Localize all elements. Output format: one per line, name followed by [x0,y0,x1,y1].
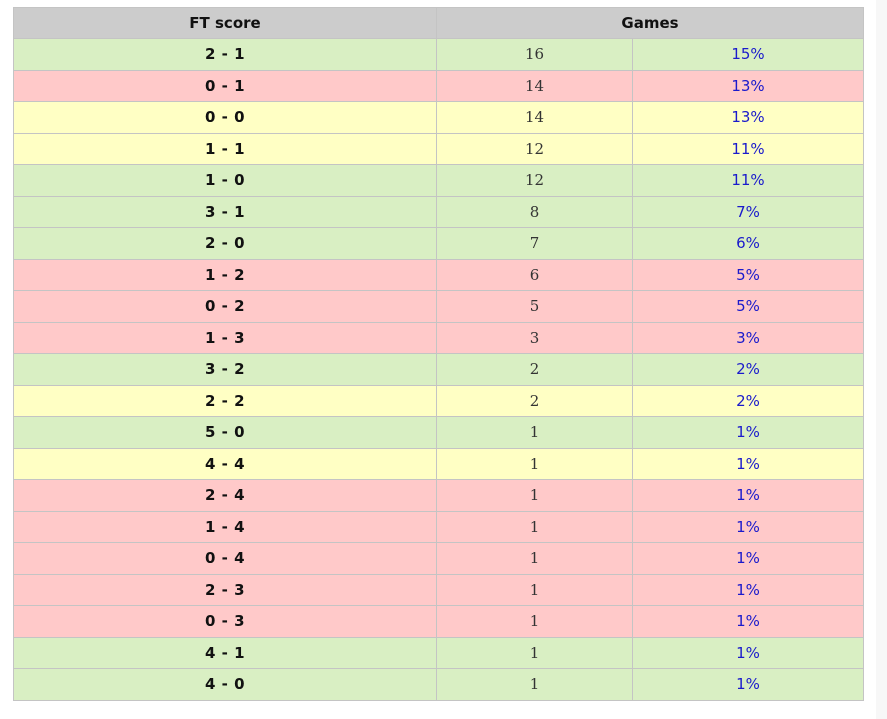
games-percent-cell: 7% [631,195,865,228]
games-count-cell: 1 [436,573,633,606]
table-row: 2 - 1 16 15% [13,38,865,71]
score-cell: 2 - 2 [13,384,437,417]
games-count-cell: 8 [436,195,633,228]
score-cell: 0 - 1 [13,69,437,102]
games-percent-cell: 1% [631,510,865,543]
games-count-cell: 5 [436,290,633,323]
games-percent-cell: 15% [631,38,865,71]
score-cell: 1 - 1 [13,132,437,165]
games-count-cell: 16 [436,38,633,71]
games-percent-cell: 1% [631,668,865,701]
score-cell: 1 - 0 [13,164,437,197]
games-percent-cell: 11% [631,132,865,165]
score-cell: 1 - 2 [13,258,437,291]
score-cell: 0 - 0 [13,101,437,134]
games-percent-cell: 2% [631,353,865,386]
games-percent-cell: 1% [631,447,865,480]
table-header-row: FT score Games [13,7,865,39]
games-count-cell: 7 [436,227,633,260]
table-row: 0 - 0 14 13% [13,101,865,134]
games-percent-cell: 11% [631,164,865,197]
table-row: 3 - 2 2 2% [13,353,865,386]
score-cell: 0 - 3 [13,605,437,638]
table-row: 5 - 0 1 1% [13,416,865,449]
games-percent-cell: 2% [631,384,865,417]
games-percent-cell: 13% [631,101,865,134]
games-percent-cell: 1% [631,605,865,638]
games-count-cell: 2 [436,384,633,417]
header-games: Games [435,7,865,39]
score-cell: 5 - 0 [13,416,437,449]
table-row: 1 - 4 1 1% [13,510,865,543]
games-count-cell: 2 [436,353,633,386]
games-percent-cell: 5% [631,290,865,323]
table-row: 0 - 2 5 5% [13,290,865,323]
score-cell: 1 - 3 [13,321,437,354]
header-ft-score: FT score [13,7,437,39]
score-cell: 2 - 4 [13,479,437,512]
score-cell: 2 - 1 [13,38,437,71]
table-row: 1 - 1 12 11% [13,132,865,165]
games-percent-cell: 1% [631,416,865,449]
table-row: 4 - 1 1 1% [13,636,865,669]
games-percent-cell: 1% [631,636,865,669]
table-row: 4 - 4 1 1% [13,447,865,480]
score-cell: 0 - 4 [13,542,437,575]
games-percent-cell: 1% [631,479,865,512]
games-count-cell: 14 [436,101,633,134]
table-row: 1 - 0 12 11% [13,164,865,197]
table-row: 2 - 4 1 1% [13,479,865,512]
table-row: 0 - 1 14 13% [13,69,865,102]
games-percent-cell: 5% [631,258,865,291]
table-row: 2 - 2 2 2% [13,384,865,417]
games-count-cell: 1 [436,605,633,638]
score-cell: 4 - 0 [13,668,437,701]
score-cell: 1 - 4 [13,510,437,543]
games-count-cell: 1 [436,510,633,543]
table-row: 4 - 0 1 1% [13,668,865,701]
games-percent-cell: 1% [631,542,865,575]
games-percent-cell: 6% [631,227,865,260]
table-row: 2 - 3 1 1% [13,573,865,606]
games-count-cell: 1 [436,542,633,575]
games-count-cell: 1 [436,668,633,701]
score-cell: 3 - 1 [13,195,437,228]
games-percent-cell: 3% [631,321,865,354]
games-count-cell: 6 [436,258,633,291]
games-count-cell: 1 [436,416,633,449]
games-count-cell: 12 [436,164,633,197]
games-count-cell: 1 [436,636,633,669]
games-percent-cell: 1% [631,573,865,606]
table-row: 1 - 3 3 3% [13,321,865,354]
score-cell: 3 - 2 [13,353,437,386]
table-body: 2 - 1 16 15% 0 - 1 14 13% 0 - 0 14 13% 1 - 1 12 11%… [13,38,865,701]
score-cell: 0 - 2 [13,290,437,323]
table-row: 2 - 0 7 6% [13,227,865,260]
games-count-cell: 3 [436,321,633,354]
games-count-cell: 1 [436,447,633,480]
games-count-cell: 12 [436,132,633,165]
score-cell: 4 - 4 [13,447,437,480]
games-count-cell: 1 [436,479,633,512]
score-cell: 4 - 1 [13,636,437,669]
table-row: 0 - 4 1 1% [13,542,865,575]
table-row: 0 - 3 1 1% [13,605,865,638]
table-row: 1 - 2 6 5% [13,258,865,291]
table-row: 3 - 1 8 7% [13,195,865,228]
score-cell: 2 - 0 [13,227,437,260]
score-cell: 2 - 3 [13,573,437,606]
games-count-cell: 14 [436,69,633,102]
games-percent-cell: 13% [631,69,865,102]
ft-score-table: FT score Games 2 - 1 16 15% 0 - 1 14 13% 0 - 0… [13,7,865,701]
